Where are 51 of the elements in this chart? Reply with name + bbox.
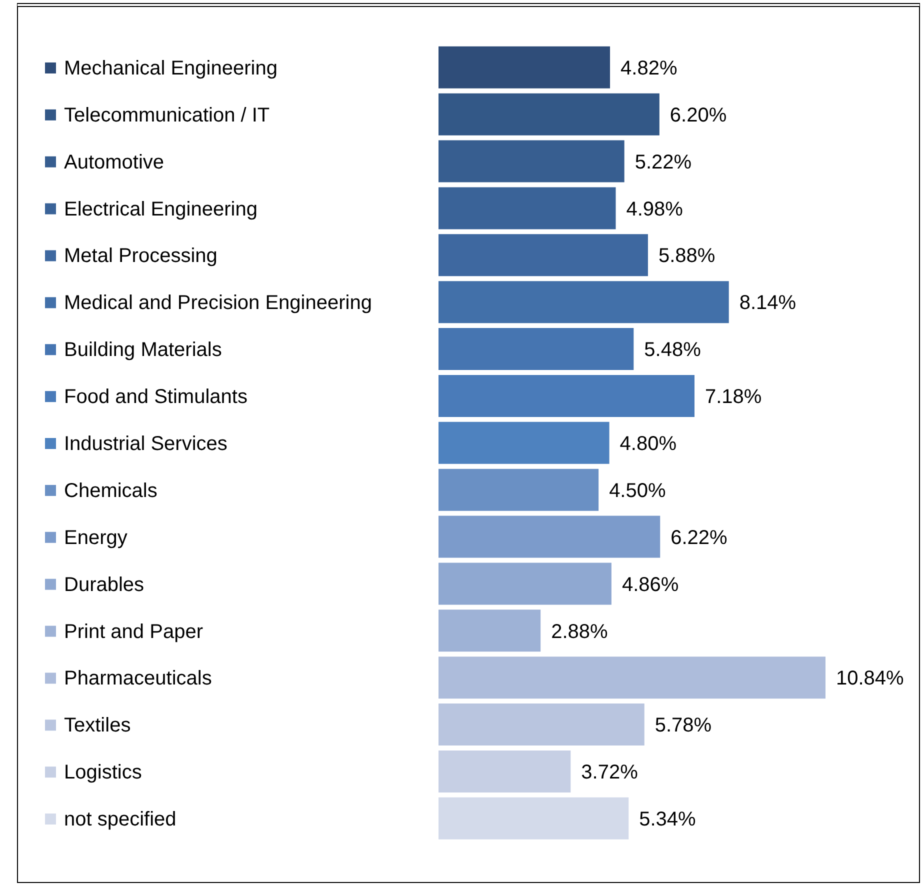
y-tick-label: Mechanical Engineering [64,57,278,80]
y-tick-label: not specified [64,808,176,831]
y-tick-label: Print and Paper [64,620,204,643]
y-tick-label: Building Materials [64,339,222,362]
data-label: 5.88% [658,245,716,268]
bar [438,702,646,747]
y-tick-label: Metal Processing [64,245,218,268]
data-label: 7.18% [704,386,762,408]
y-tick-label: Energy [64,526,128,549]
bar [438,280,730,324]
y-tick-label: Electrical Engineering [64,198,258,220]
bar [438,374,696,418]
y-tick-label: Pharmaceuticals [64,668,212,690]
data-label: 5.22% [634,151,692,174]
bar [438,796,630,840]
y-tick-label: Telecommunication / IT [64,104,270,126]
bar [438,45,612,90]
data-label: 2.88% [551,620,608,643]
bar [438,608,542,653]
data-label: 3.72% [581,762,638,784]
bar [438,420,610,465]
y-tick-label: Textiles [64,714,131,737]
y-tick-label: Chemicals [64,480,158,502]
data-label: 10.84% [836,668,904,690]
data-label: 4.86% [622,574,679,596]
y-tick-label: Logistics [64,762,142,784]
data-label: 6.20% [670,104,727,126]
data-label: 4.80% [620,433,677,456]
bar [438,468,600,512]
bar [438,514,662,559]
data-label: 5.78% [654,714,712,737]
data-label: 4.98% [626,198,684,220]
data-label: 8.14% [739,292,796,314]
bar [438,233,649,278]
y-tick-label: Food and Stimulants [64,386,248,408]
bar [438,327,635,372]
bar [438,139,626,184]
data-label: 4.50% [609,480,666,502]
bar [438,186,617,230]
y-tick-label: Durables [64,574,144,596]
y-tick-label: Industrial Services [64,433,228,455]
y-tick-label: Medical and Precision Engineering [64,292,372,314]
y-tick-label: Automotive [64,151,164,174]
data-label: 5.48% [644,339,702,362]
data-label: 6.22% [670,526,728,549]
data-label: 5.34% [639,808,696,831]
data-label: 4.82% [620,57,678,80]
bar [438,656,826,700]
bar [438,562,612,606]
bar [438,749,572,794]
bar [438,92,660,136]
